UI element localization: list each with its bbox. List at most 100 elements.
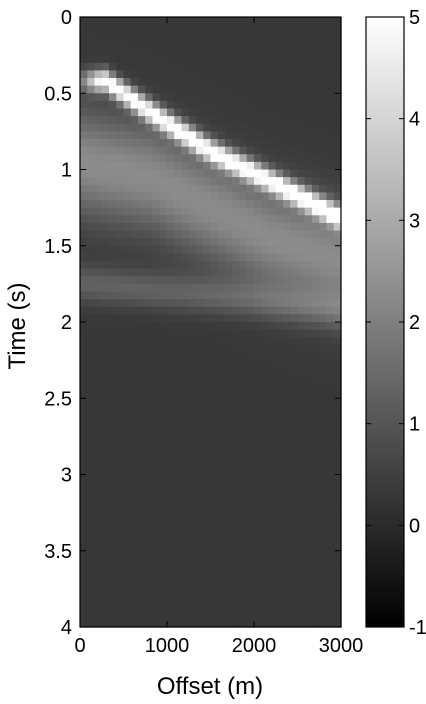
heatmap-cell [94,253,103,262]
heatmap-cell [333,245,342,254]
heatmap-cell [225,215,233,224]
heatmap-cell [326,344,335,354]
heatmap-cell [254,24,262,33]
heatmap-cell [232,413,241,422]
heatmap-cell [283,604,291,613]
heatmap-cell [109,47,117,56]
heatmap-cell [290,253,299,262]
heatmap-cell [304,261,313,270]
heatmap-cell [174,322,183,331]
heatmap-cell [109,268,117,277]
heatmap-cell [101,558,110,567]
heatmap-cell [152,24,161,33]
heatmap-cell [319,131,328,140]
heatmap-cell [188,93,197,102]
heatmap-cell [87,146,96,155]
heatmap-cell [188,322,197,331]
heatmap-cell [283,62,291,71]
heatmap-cell [167,466,175,476]
heatmap-cell [261,314,270,323]
heatmap-cell [152,375,161,384]
heatmap-cell [80,85,88,94]
heatmap-cell [312,108,320,117]
heatmap-cell [290,238,299,247]
heatmap-cell [246,428,255,437]
heatmap-cell [188,62,197,71]
heatmap-cell [87,322,96,331]
heatmap-cell [116,169,125,178]
heatmap-cell [87,192,96,201]
heatmap-cell [181,588,190,598]
heatmap-cell [94,421,103,430]
heatmap-cell [188,200,197,209]
heatmap-cell [333,116,342,125]
heatmap-cell [174,489,183,498]
heatmap-cell [290,550,299,559]
heatmap-cell [101,512,110,521]
heatmap-cell [304,527,313,537]
heatmap-cell [116,70,125,79]
heatmap-cell [130,322,139,331]
heatmap-cell [152,383,161,392]
heatmap-cell [109,337,117,346]
heatmap-cell [188,177,197,186]
heatmap-cell [304,344,313,354]
heatmap-cell [203,611,212,620]
heatmap-cell [268,367,277,376]
heatmap-cell [290,619,299,628]
heatmap-cell [109,527,117,537]
heatmap-cell [217,238,226,247]
heatmap-cell [167,604,175,613]
heatmap-cell [254,367,262,376]
heatmap-cell [239,383,248,392]
heatmap-cell [130,24,139,33]
heatmap-cell [232,177,241,186]
heatmap-cell [174,421,183,430]
heatmap-cell [101,383,110,392]
heatmap-cell [167,337,175,346]
heatmap-cell [123,207,132,216]
heatmap-cell [319,352,328,361]
heatmap-cell [304,375,313,384]
heatmap-cell [225,329,233,338]
heatmap-cell [217,131,226,140]
heatmap-cell [188,512,197,521]
heatmap-cell [159,619,168,628]
heatmap-cell [123,32,132,41]
heatmap-cell [261,230,270,239]
heatmap-cell [283,444,291,453]
heatmap-cell [261,276,270,285]
heatmap-cell [304,329,313,338]
heatmap-cell [268,459,277,468]
heatmap-cell [145,543,154,552]
heatmap-cell [130,337,139,346]
heatmap-cell [145,184,154,193]
heatmap-cell [304,497,313,506]
heatmap-cell [319,238,328,247]
heatmap-cell [268,100,277,110]
heatmap-cell [210,200,219,209]
heatmap-cell [319,344,328,354]
heatmap-cell [239,215,248,224]
heatmap-cell [333,78,342,87]
heatmap-cell [333,489,342,498]
heatmap-cell [188,604,197,613]
heatmap-cell [217,352,226,361]
heatmap-cell [181,70,190,79]
heatmap-cell [152,291,161,300]
heatmap-cell [239,261,248,270]
heatmap-cell [304,405,313,415]
heatmap-cell [232,497,241,506]
heatmap-cell [152,322,161,331]
heatmap-cell [268,32,277,41]
heatmap-cell [116,428,125,437]
heatmap-cell [174,230,183,239]
heatmap-cell [152,108,161,117]
heatmap-cell [123,405,132,415]
heatmap-cell [152,398,161,407]
heatmap-cell [319,314,328,323]
heatmap-cell [94,344,103,354]
heatmap-cell [312,131,320,140]
heatmap-cell [254,306,262,315]
heatmap-cell [101,436,110,445]
